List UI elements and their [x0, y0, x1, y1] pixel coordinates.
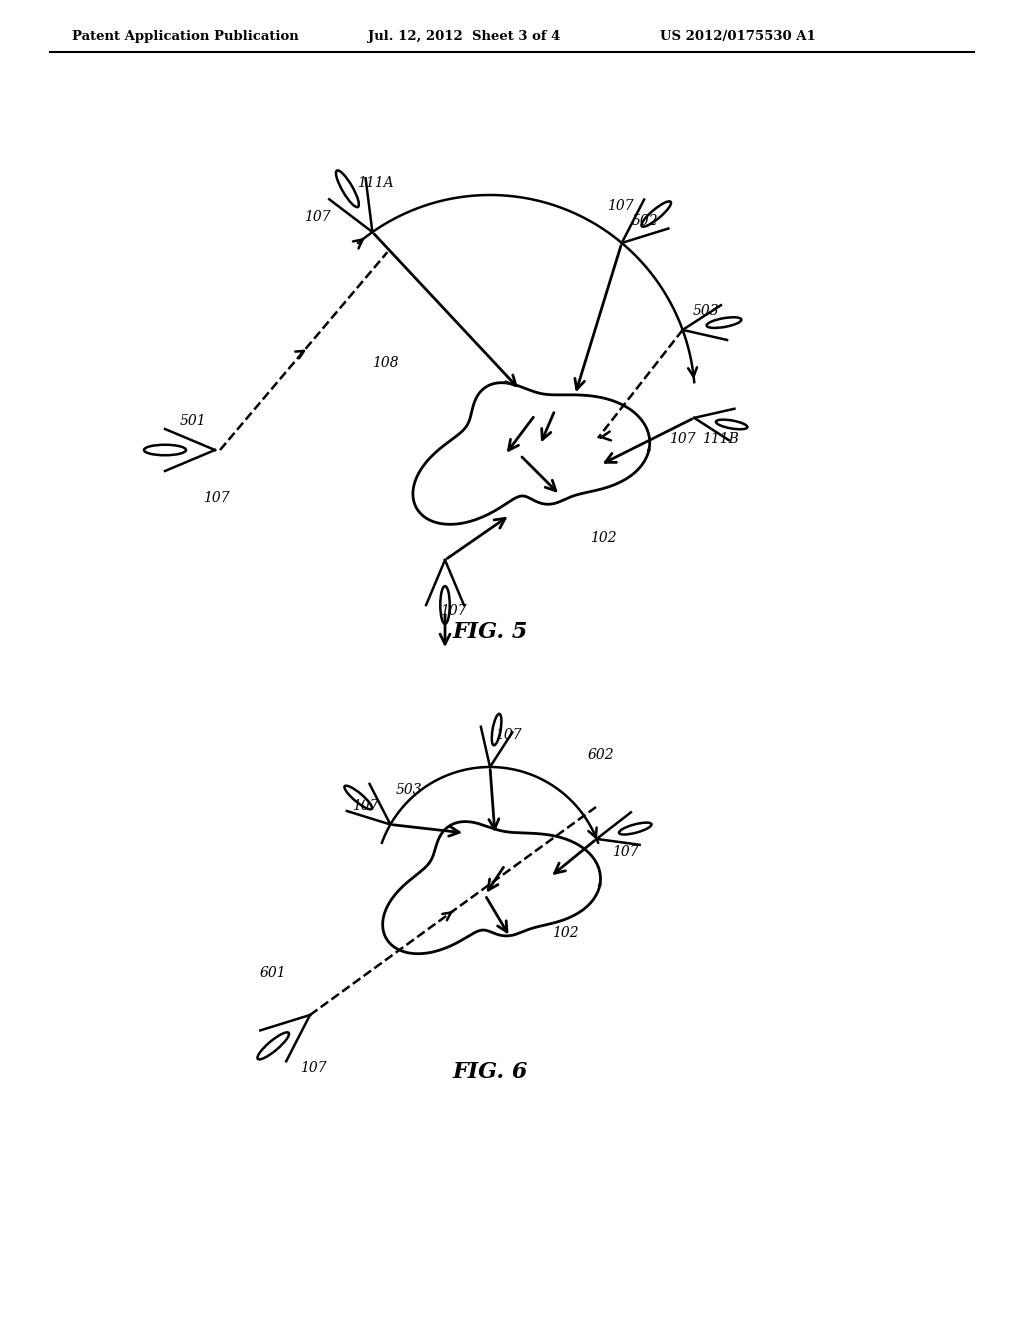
- Text: 111A: 111A: [357, 176, 394, 190]
- Text: 502: 502: [632, 214, 658, 228]
- Text: 107: 107: [495, 729, 521, 742]
- Text: 102: 102: [552, 927, 579, 940]
- Text: 107: 107: [670, 432, 696, 446]
- Text: Jul. 12, 2012  Sheet 3 of 4: Jul. 12, 2012 Sheet 3 of 4: [368, 30, 560, 44]
- Text: 503: 503: [395, 783, 422, 796]
- Text: FIG. 5: FIG. 5: [453, 620, 527, 643]
- Text: 602: 602: [588, 748, 614, 762]
- Text: Patent Application Publication: Patent Application Publication: [72, 30, 299, 44]
- Text: 601: 601: [260, 966, 287, 979]
- Text: 107: 107: [300, 1061, 327, 1074]
- Text: 503: 503: [692, 304, 719, 318]
- Text: 108: 108: [372, 356, 398, 370]
- Text: 107: 107: [611, 845, 638, 859]
- Text: 107: 107: [352, 799, 379, 813]
- Text: 107: 107: [304, 210, 331, 224]
- Text: FIG. 6: FIG. 6: [453, 1061, 527, 1082]
- Text: 111B: 111B: [702, 432, 739, 446]
- Text: 107: 107: [203, 491, 229, 506]
- Text: US 2012/0175530 A1: US 2012/0175530 A1: [660, 30, 816, 44]
- Text: 102: 102: [590, 531, 616, 545]
- Text: 107: 107: [440, 605, 467, 618]
- Text: 107: 107: [607, 199, 634, 213]
- Text: 501: 501: [180, 414, 207, 428]
